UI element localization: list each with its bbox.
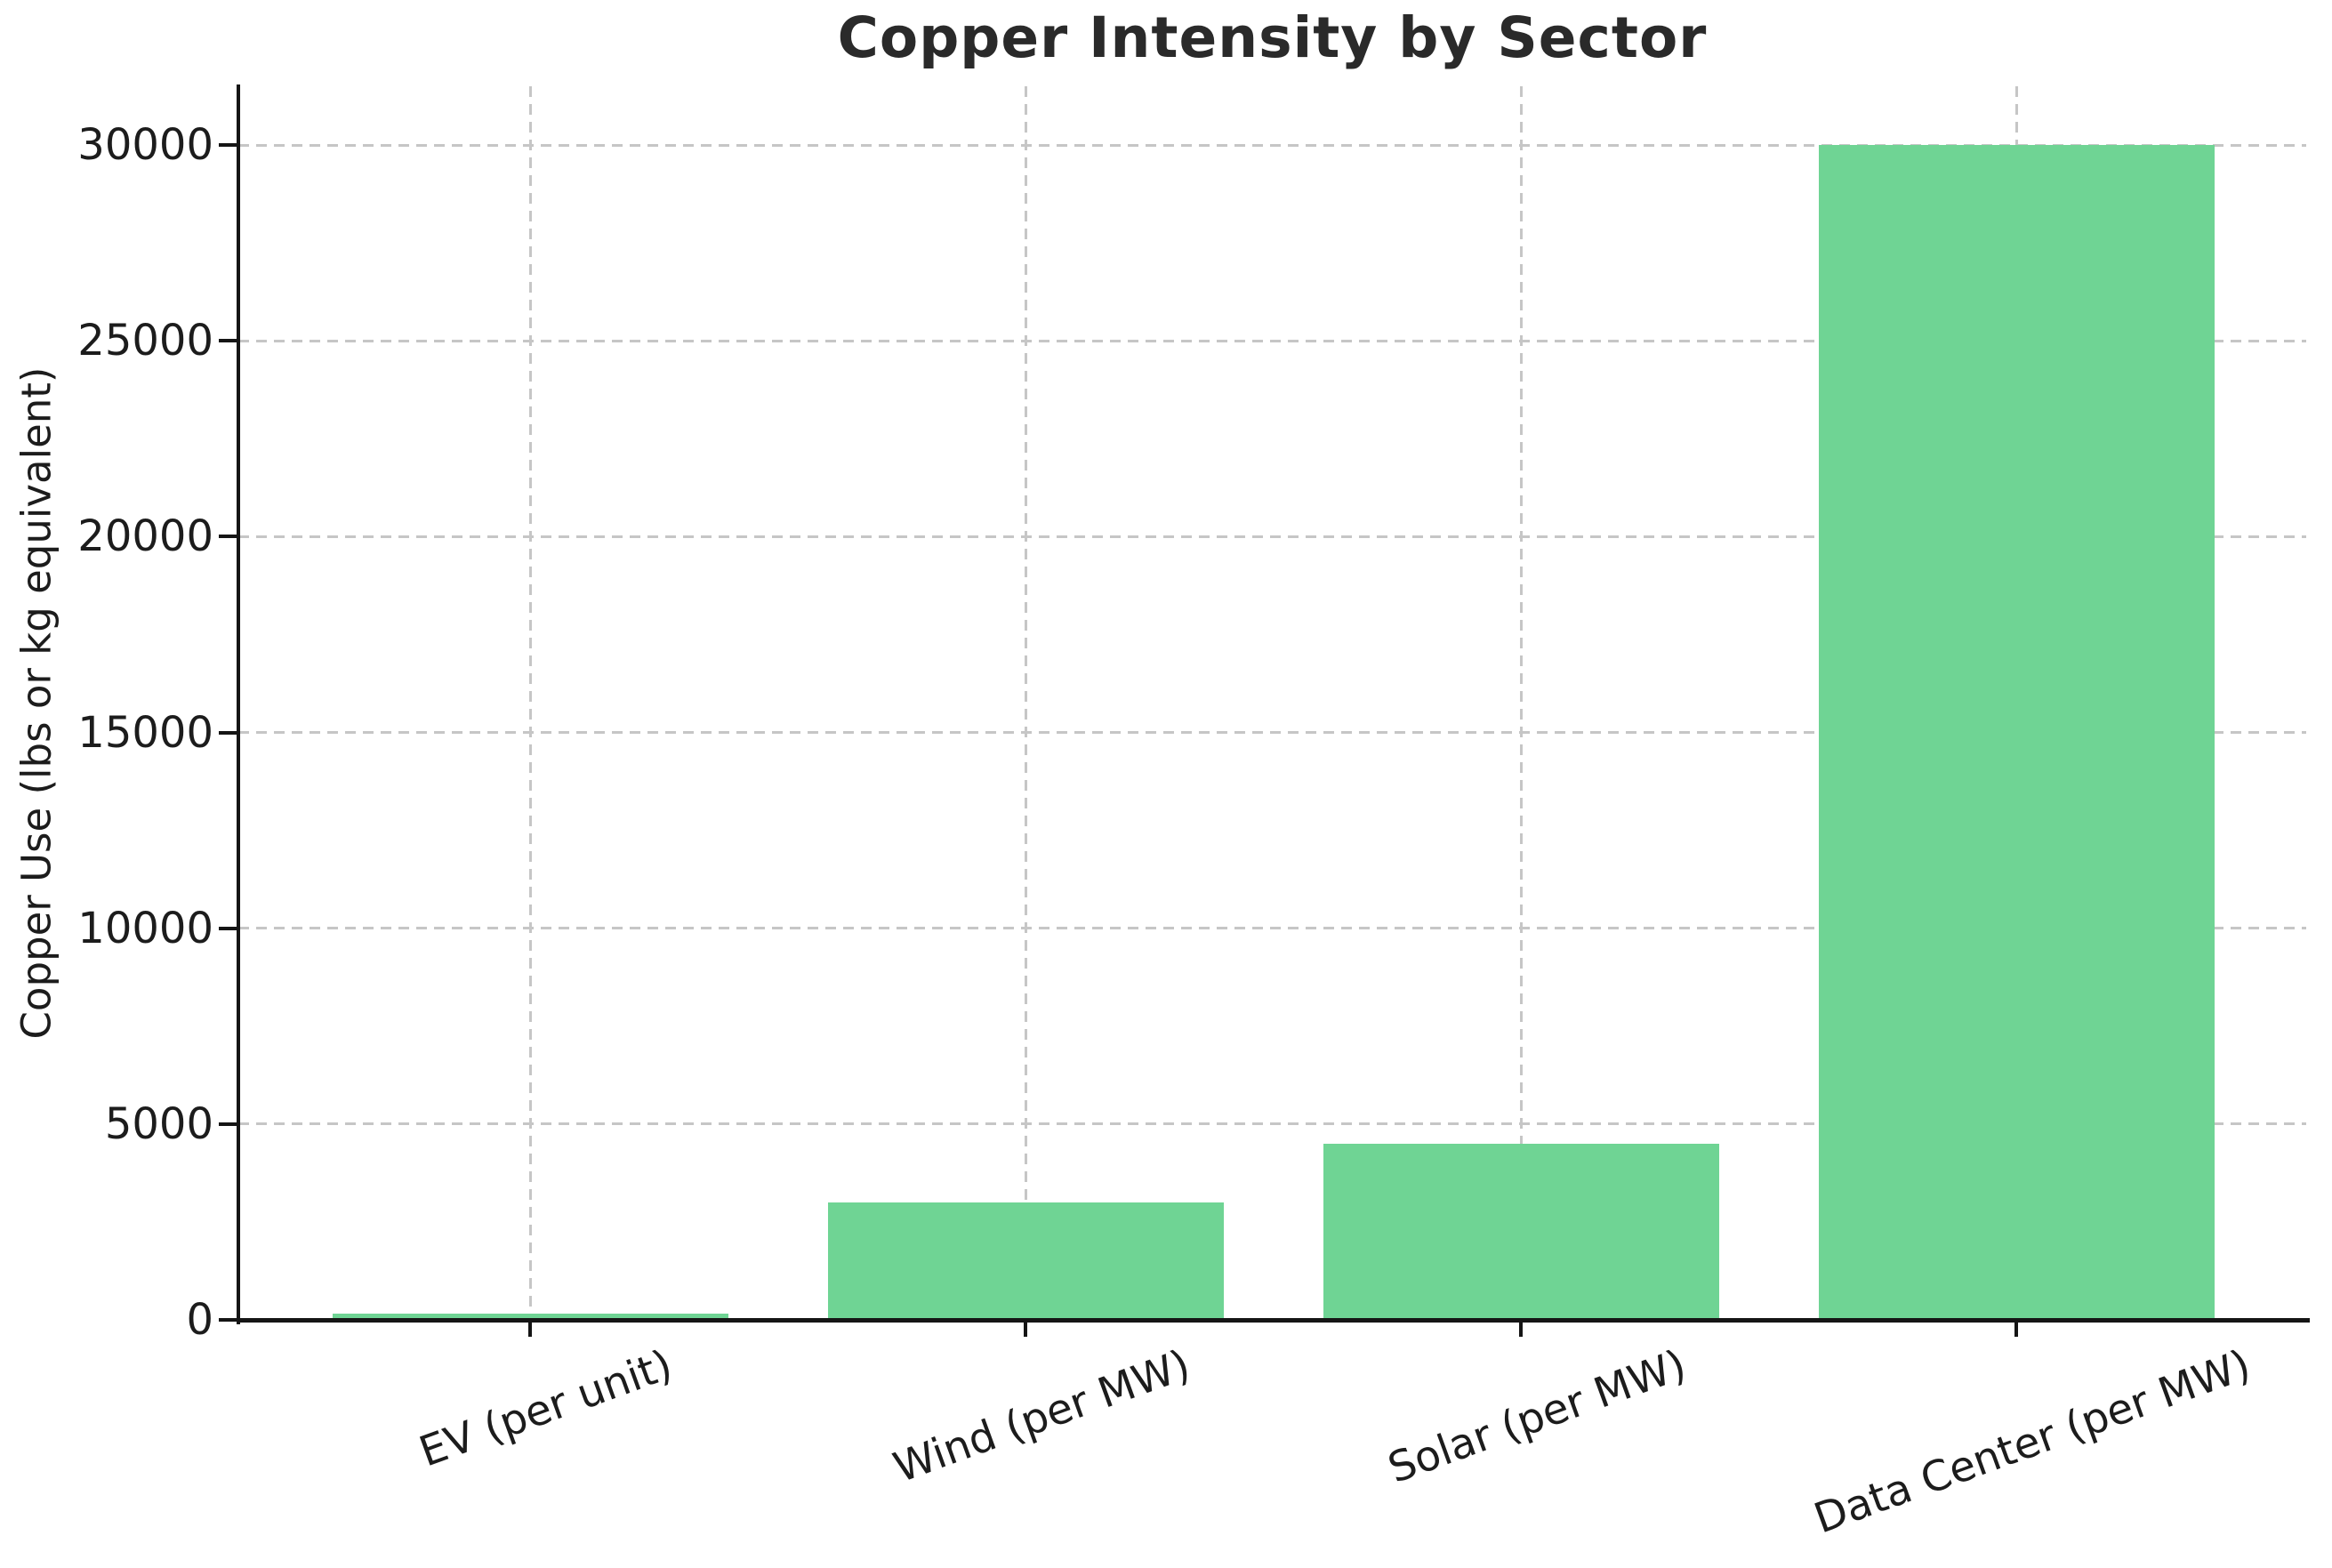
bar-data-center-per-mw	[1818, 145, 2215, 1320]
bar-solar-per-mw	[1323, 1143, 1719, 1320]
bar-ev-per-unit	[332, 1314, 728, 1320]
y-tick-mark	[219, 535, 237, 539]
y-tick-mark	[219, 1122, 237, 1126]
x-tick-mark	[1519, 1323, 1523, 1337]
x-tick-mark	[528, 1323, 532, 1337]
vertical-gridline	[1519, 86, 1523, 1320]
y-axis-spine	[237, 84, 240, 1324]
bar-wind-per-mw	[827, 1202, 1224, 1320]
x-tick-mark	[1024, 1323, 1027, 1337]
y-tick-label: 0	[186, 1295, 213, 1345]
x-tick-label: Data Center (per MW)	[1807, 1340, 2257, 1544]
horizontal-gridline	[238, 927, 2306, 930]
horizontal-gridline	[238, 1122, 2306, 1126]
y-tick-label: 5000	[104, 1098, 213, 1149]
y-tick-label: 25000	[77, 316, 213, 366]
y-tick-label: 30000	[77, 120, 213, 171]
y-tick-label: 15000	[77, 707, 213, 758]
x-tick-label: EV (per unit)	[413, 1340, 679, 1477]
x-tick-mark	[2014, 1323, 2018, 1337]
horizontal-gridline	[238, 339, 2306, 342]
vertical-gridline	[1024, 86, 1027, 1320]
y-tick-label: 20000	[77, 511, 213, 562]
y-tick-mark	[219, 926, 237, 930]
horizontal-gridline	[238, 731, 2306, 735]
horizontal-gridline	[238, 535, 2306, 538]
y-tick-mark	[219, 143, 237, 148]
y-tick-mark	[219, 1318, 237, 1322]
x-tick-label: Solar (per MW)	[1381, 1340, 1693, 1493]
y-tick-mark	[219, 730, 237, 735]
plot-area	[238, 86, 2306, 1320]
horizontal-gridline	[238, 143, 2306, 147]
y-tick-mark	[219, 339, 237, 343]
vertical-gridline	[528, 86, 532, 1320]
x-tick-label: Wind (per MW)	[887, 1340, 1196, 1493]
chart-title: Copper Intensity by Sector	[837, 5, 1708, 70]
x-axis-spine	[237, 1318, 2310, 1323]
y-tick-label: 10000	[77, 903, 213, 953]
